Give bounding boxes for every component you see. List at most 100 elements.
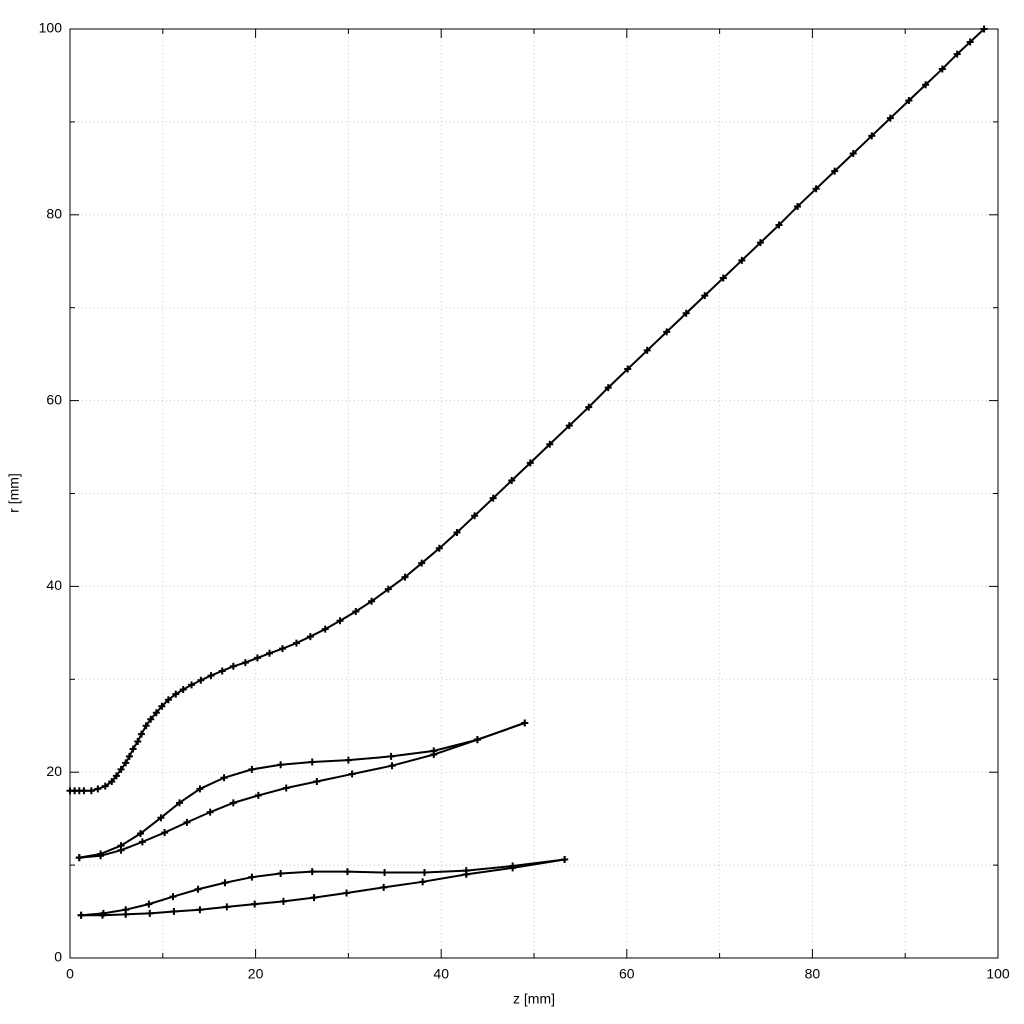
- marker: [308, 758, 316, 766]
- marker: [77, 911, 85, 919]
- y-tick-label: 40: [46, 577, 62, 593]
- x-tick-label: 60: [619, 966, 635, 982]
- y-tick-label: 20: [46, 763, 62, 779]
- line: [79, 722, 526, 859]
- marker: [953, 50, 961, 58]
- marker: [134, 738, 142, 746]
- marker: [380, 883, 388, 891]
- marker: [108, 777, 116, 785]
- marker: [161, 829, 169, 837]
- marker: [420, 869, 428, 877]
- marker: [137, 830, 145, 838]
- marker: [179, 686, 187, 694]
- marker: [279, 897, 287, 905]
- marker: [183, 818, 191, 826]
- line: [81, 858, 565, 917]
- marker: [453, 529, 461, 537]
- line: [70, 28, 985, 792]
- marker: [508, 476, 516, 484]
- marker: [775, 221, 783, 229]
- marker: [310, 894, 318, 902]
- marker: [738, 256, 746, 264]
- marker: [98, 911, 106, 919]
- marker: [905, 97, 913, 105]
- x-tick-label: 20: [248, 966, 264, 982]
- marker: [142, 722, 150, 730]
- marker: [117, 846, 125, 854]
- marker: [122, 910, 130, 918]
- y-tick-label: 80: [46, 206, 62, 222]
- marker: [812, 185, 820, 193]
- marker: [561, 856, 569, 864]
- marker: [251, 900, 259, 908]
- marker: [419, 878, 427, 886]
- marker: [719, 274, 727, 282]
- marker: [170, 908, 178, 916]
- marker: [489, 494, 497, 502]
- marker: [387, 752, 395, 760]
- marker: [146, 909, 154, 917]
- marker: [565, 422, 573, 430]
- marker: [343, 889, 351, 897]
- marker: [194, 885, 202, 893]
- marker: [221, 879, 229, 887]
- marker: [526, 459, 534, 467]
- grid: [69, 28, 999, 959]
- marker: [197, 676, 205, 684]
- x-axis-label: z [mm]: [513, 991, 555, 1007]
- marker: [188, 681, 196, 689]
- marker: [521, 719, 529, 727]
- marker: [604, 384, 612, 392]
- marker: [663, 328, 671, 336]
- marker: [624, 365, 632, 373]
- marker: [922, 81, 930, 89]
- marker: [849, 149, 857, 157]
- marker: [145, 900, 153, 908]
- marker: [129, 745, 137, 753]
- x-tick-label: 80: [805, 966, 821, 982]
- marker: [248, 873, 256, 881]
- marker: [313, 777, 321, 785]
- marker: [292, 639, 300, 647]
- marker: [117, 765, 125, 773]
- marker: [509, 864, 517, 872]
- marker: [223, 903, 231, 911]
- marker: [336, 617, 344, 625]
- marker: [348, 770, 356, 778]
- x-tick-label: 40: [433, 966, 449, 982]
- marker: [401, 573, 409, 581]
- marker: [253, 654, 261, 662]
- marker: [125, 752, 133, 760]
- marker: [248, 765, 256, 773]
- marker: [218, 667, 226, 675]
- marker: [277, 869, 285, 877]
- marker: [157, 814, 165, 822]
- marker: [196, 785, 204, 793]
- marker: [435, 544, 443, 552]
- marker: [418, 559, 426, 567]
- marker: [462, 870, 470, 878]
- marker: [352, 607, 360, 615]
- marker: [471, 512, 479, 520]
- y-tick-label: 100: [39, 20, 63, 36]
- marker: [97, 852, 105, 860]
- marker: [101, 782, 109, 790]
- marker: [868, 132, 876, 140]
- marker: [207, 672, 215, 680]
- marker: [886, 114, 894, 122]
- marker: [80, 787, 88, 795]
- marker: [308, 868, 316, 876]
- marker: [344, 756, 352, 764]
- marker: [966, 38, 974, 46]
- marker: [430, 751, 438, 759]
- marker: [277, 761, 285, 769]
- y-tick-label: 60: [46, 391, 62, 407]
- marker: [164, 696, 172, 704]
- marker: [546, 440, 554, 448]
- marker: [254, 791, 262, 799]
- marker: [306, 633, 314, 641]
- marker: [279, 645, 287, 653]
- marker: [321, 625, 329, 633]
- marker: [196, 906, 204, 914]
- marker: [756, 239, 764, 247]
